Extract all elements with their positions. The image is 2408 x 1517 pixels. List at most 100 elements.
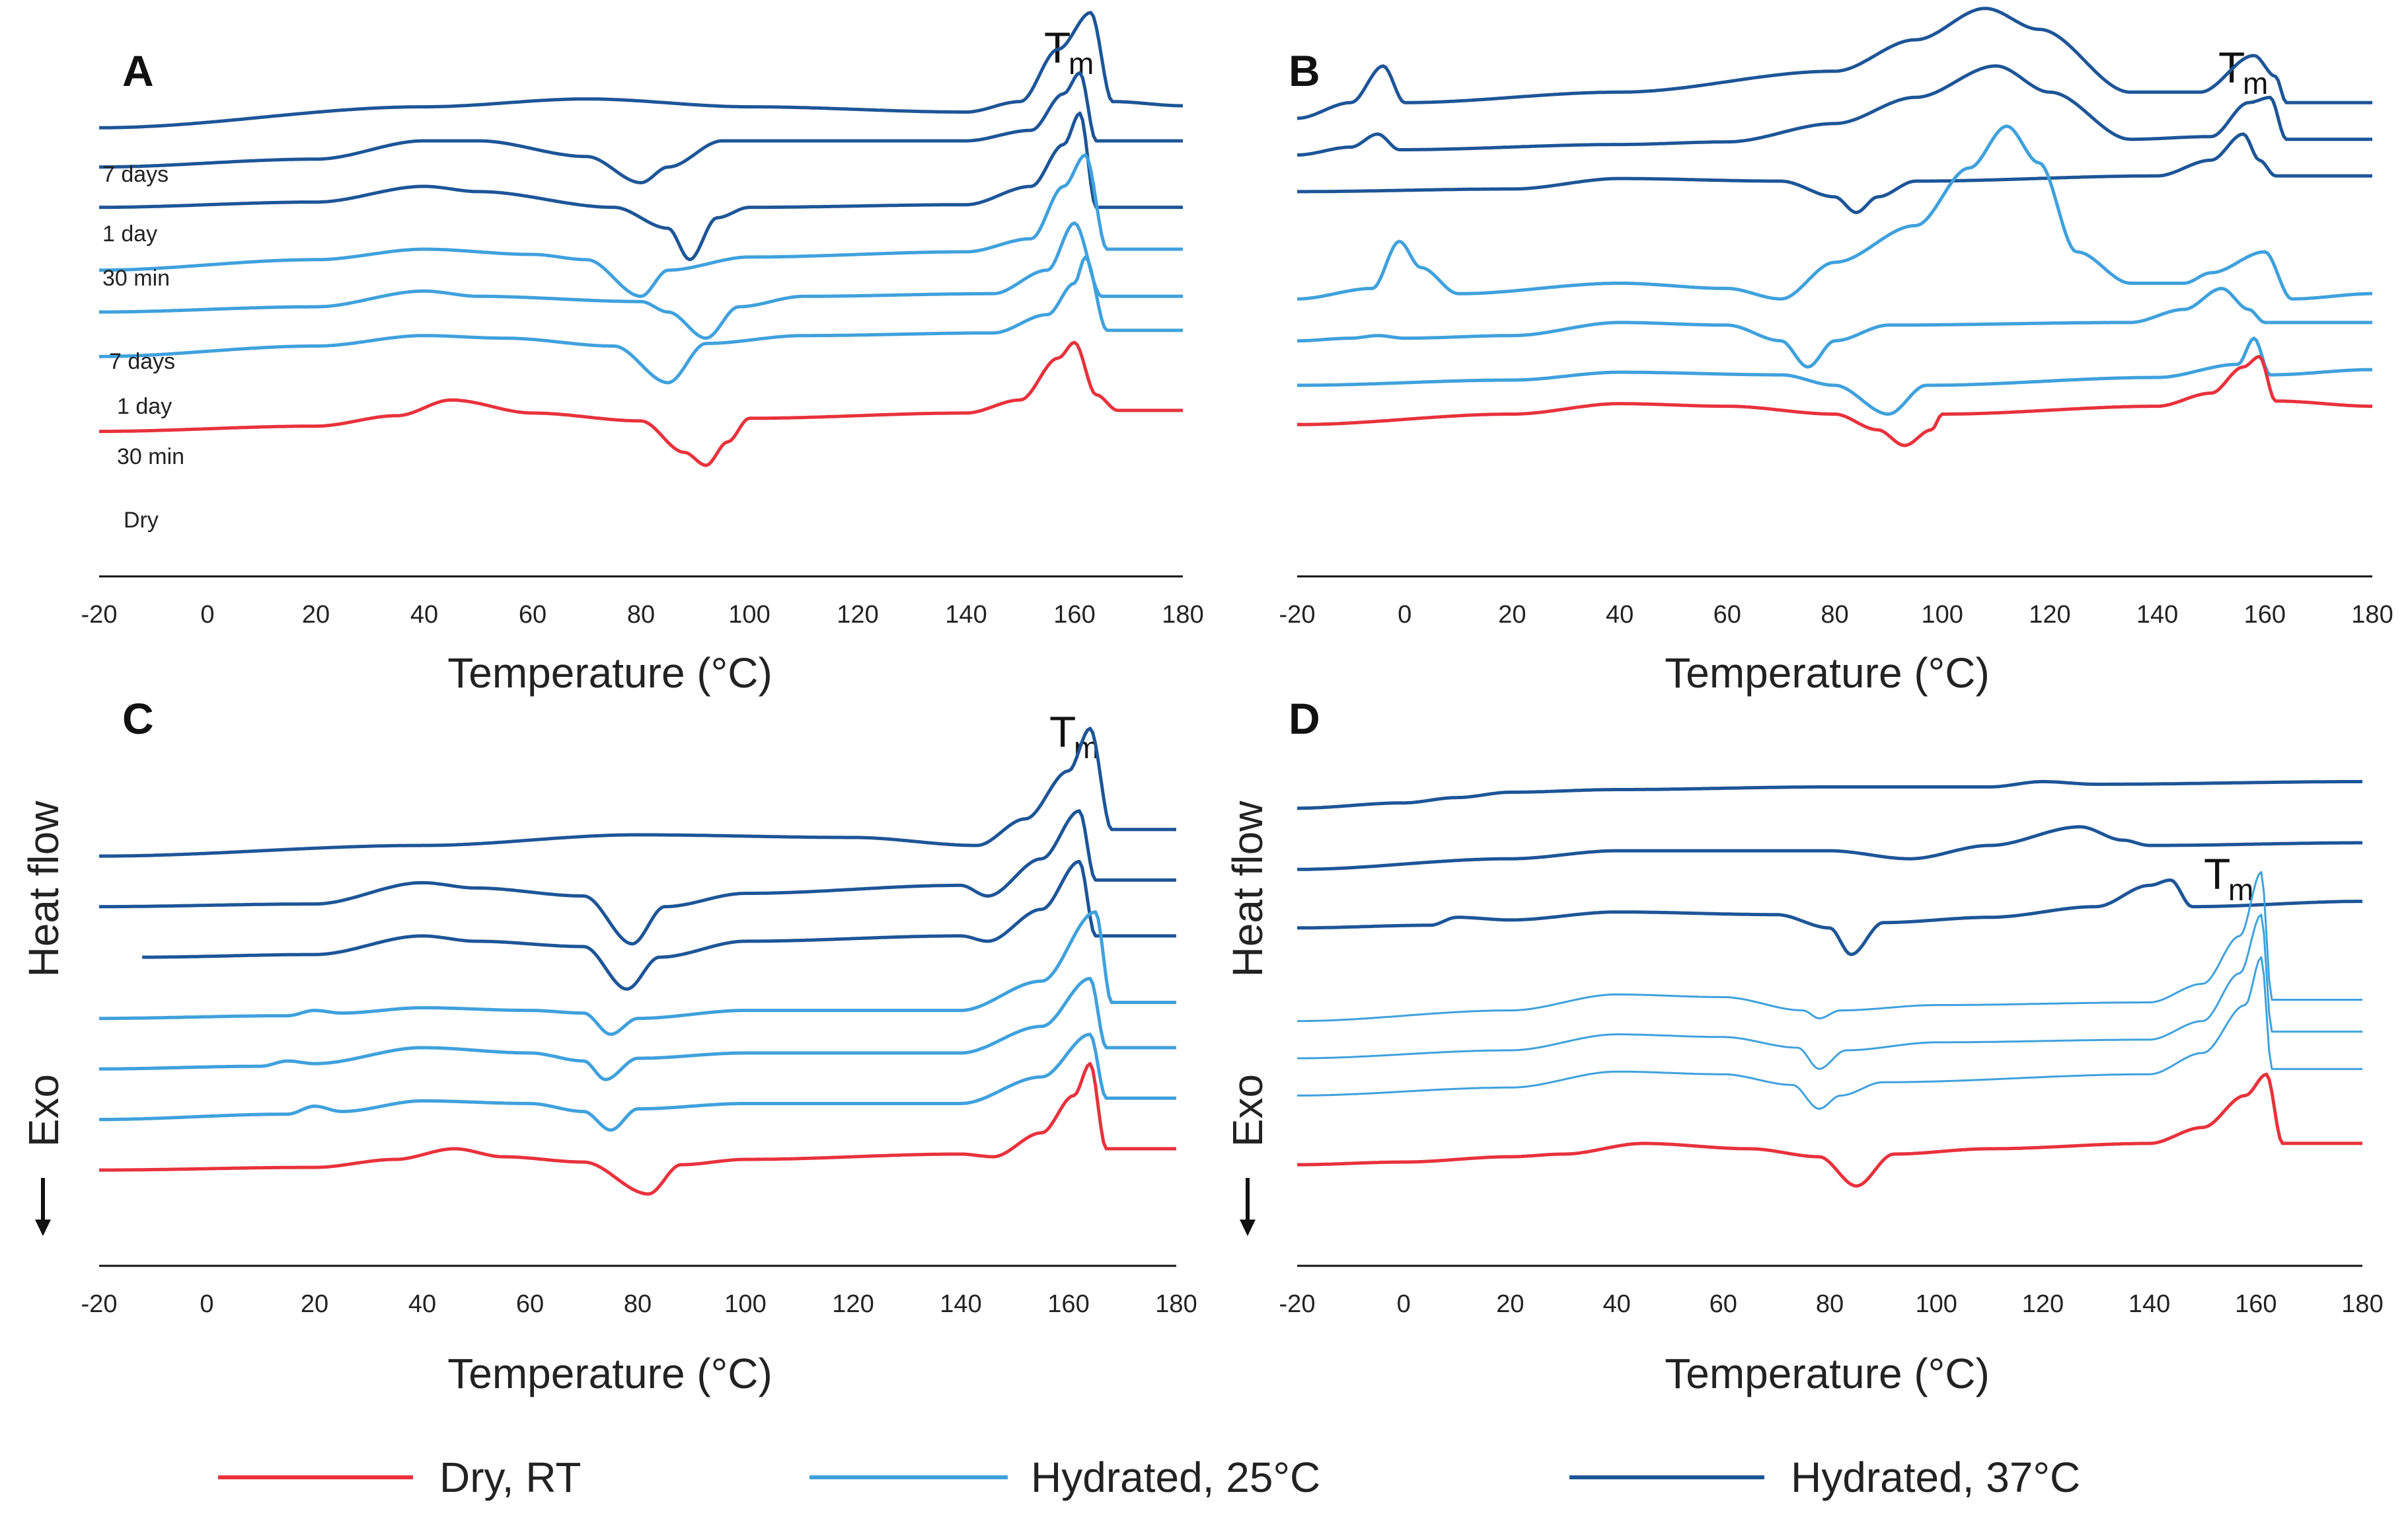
panel-a-tm-label: T m [1044, 23, 1094, 81]
panel-a-label-1day-25: 1 day [117, 394, 172, 419]
panel-a-label-1day-37: 1 day [102, 221, 157, 247]
panel-a-label-dry: Dry [124, 508, 159, 533]
legend-label-hydrated-37: Hydrated, 37°C [1791, 1454, 2080, 1501]
panel-d-curves [1297, 779, 2363, 1188]
panel-b-x-label: Temperature (°C) [1665, 649, 1990, 697]
panel-b-curve-7 [1297, 354, 2372, 447]
panel-c-curve-1 [98, 726, 1176, 858]
panel-d-curve-1 [1297, 779, 2363, 810]
panel-a-tm-letter: T [1044, 23, 1071, 72]
panel-c-tick-label: 20 [301, 1290, 328, 1318]
panel-a-curve-6 [99, 255, 1183, 385]
panel-a-tick-label: 160 [1053, 601, 1095, 629]
panel-c-tick-label: 0 [200, 1290, 213, 1318]
panel-a-label-7days-25: 7 days [109, 349, 175, 374]
panel-c-tick-label: 140 [940, 1290, 981, 1318]
panel-a-x-label: Temperature (°C) [447, 649, 772, 697]
panel-c-tick-label: 60 [516, 1290, 544, 1318]
panel-c-down-arrow-icon [35, 1178, 51, 1236]
panel-b-curve-1 [1297, 7, 2372, 120]
panel-d-curve-7 [1297, 1072, 2362, 1188]
panel-b-tick-label: 60 [1713, 601, 1741, 629]
panel-a-curve-4 [99, 153, 1183, 298]
panel-a-tick-label: 20 [302, 601, 330, 629]
panel-c-curves [98, 726, 1176, 1196]
panel-a: A T m -20 0 20 40 60 80 100 120 140 160 180 Temper… [81, 11, 1204, 697]
panel-c-letter: C [122, 694, 154, 743]
panel-d-x-label: Temperature (°C) [1665, 1350, 1990, 1397]
panel-a-tick-label: 180 [1162, 601, 1203, 629]
panel-c-y-label-exo: Exo [20, 1074, 67, 1147]
panel-a-label-7days-37: 7 days [102, 162, 169, 187]
panel-a-tick-label: 120 [837, 601, 878, 629]
panel-c-tick-label: -20 [81, 1290, 118, 1318]
panel-d-tm-label: T m [2204, 849, 2253, 907]
panel-a-tick-label: 40 [410, 601, 438, 629]
panel-b-curve-6 [1297, 336, 2372, 416]
panel-b-tick-label: 40 [1606, 601, 1634, 629]
legend-label-dry: Dry, RT [439, 1454, 582, 1501]
panel-c-x-axis: -20 0 20 40 60 80 100 120 140 160 180 [81, 1264, 1197, 1318]
panel-a-curve-2 [99, 71, 1183, 184]
panel-d-tick-label: 80 [1816, 1290, 1844, 1318]
panel-d-curve-3 [1297, 878, 2362, 956]
panel-a-tick-label: -20 [81, 601, 118, 629]
panel-a-curves [98, 11, 1183, 467]
panel-d-tick-label: 100 [1915, 1290, 1957, 1318]
panel-b-tick-label: 0 [1398, 601, 1411, 629]
panel-b-tick-label: -20 [1279, 601, 1316, 629]
panel-c-curve-3 [142, 859, 1176, 991]
panel-c-y-label-heat-flow: Heat flow [20, 800, 67, 978]
panel-d-y-label-exo: Exo [1224, 1074, 1271, 1147]
panel-a-tick-label: 60 [519, 601, 546, 629]
panel-a-curve-7 [99, 340, 1183, 467]
panel-b-curve-3 [1297, 132, 2372, 215]
panel-d-curve-2 [1297, 825, 2362, 871]
panel-d-tick-label: 20 [1496, 1290, 1524, 1318]
panel-d-curve-4 [1297, 871, 2362, 1023]
panel-b-tick-label: 180 [2351, 601, 2393, 629]
legend-label-hydrated-25: Hydrated, 25°C [1031, 1454, 1320, 1501]
legend-item-hydrated-25: Hydrated, 25°C [809, 1454, 1320, 1501]
panel-b-x-axis: -20 0 20 40 60 80 100 120 140 160 180 [1279, 575, 2393, 629]
panel-a-x-axis: -20 0 20 40 60 80 100 120 140 160 180 [81, 575, 1204, 629]
panel-d-tick-label: 60 [1710, 1290, 1737, 1318]
panel-b-curve-4 [1297, 124, 2372, 301]
panel-d-tick-label: 160 [2235, 1290, 2276, 1318]
panel-d-y-label-heat-flow: Heat flow [1224, 800, 1271, 978]
panel-d-tm-subscript: m [2228, 873, 2253, 907]
panel-d-letter: D [1289, 694, 1320, 743]
panel-a-tick-label: 140 [945, 601, 987, 629]
panel-b-curve-2 [1297, 64, 2372, 157]
panel-c-x-label: Temperature (°C) [447, 1350, 772, 1397]
panel-d-down-arrow-icon [1240, 1178, 1256, 1236]
panel-a-tick-label: 80 [627, 601, 655, 629]
panel-a-label-30min-25: 30 min [117, 444, 184, 469]
panel-c-tm-letter: T [1049, 707, 1076, 756]
panel-d-tick-label: 0 [1397, 1290, 1411, 1318]
panel-c-tick-label: 80 [624, 1290, 652, 1318]
panel-b-curves [1297, 7, 2372, 447]
panel-c: C T m -20 0 20 40 60 80 100 120 140 160 180 Temper… [20, 694, 1197, 1397]
panel-d-tick-label: 120 [2022, 1290, 2064, 1318]
panel-a-letter: A [122, 46, 154, 95]
panel-a-tick-label: 100 [728, 601, 770, 629]
panel-c-tick-label: 40 [408, 1290, 436, 1318]
panel-c-curve-7 [99, 1062, 1176, 1196]
panel-b-curve-5 [1297, 286, 2372, 369]
panel-b-tick-label: 100 [1921, 601, 1963, 629]
panel-a-curve-5 [99, 221, 1183, 340]
panel-d: D T m -20 0 20 40 60 80 100 120 140 160 180 Temper… [1224, 694, 2384, 1397]
panel-b-tick-label: 120 [2029, 601, 2070, 629]
panel-a-label-30min-37: 30 min [102, 266, 170, 291]
panel-b-tick-label: 140 [2136, 601, 2178, 629]
legend-item-dry: Dry, RT [218, 1454, 582, 1501]
panel-b: B T m -20 0 20 40 60 80 100 120 140 160 180 Temper… [1279, 7, 2393, 697]
panel-a-curve-1 [98, 11, 1183, 130]
legend: Dry, RT Hydrated, 25°C Hydrated, 37°C [218, 1454, 2080, 1501]
panel-c-curve-5 [98, 976, 1176, 1081]
panel-d-tick-label: 180 [2341, 1290, 2383, 1318]
panel-d-tick-label: 40 [1602, 1290, 1630, 1318]
panel-a-tick-label: 0 [200, 601, 214, 629]
